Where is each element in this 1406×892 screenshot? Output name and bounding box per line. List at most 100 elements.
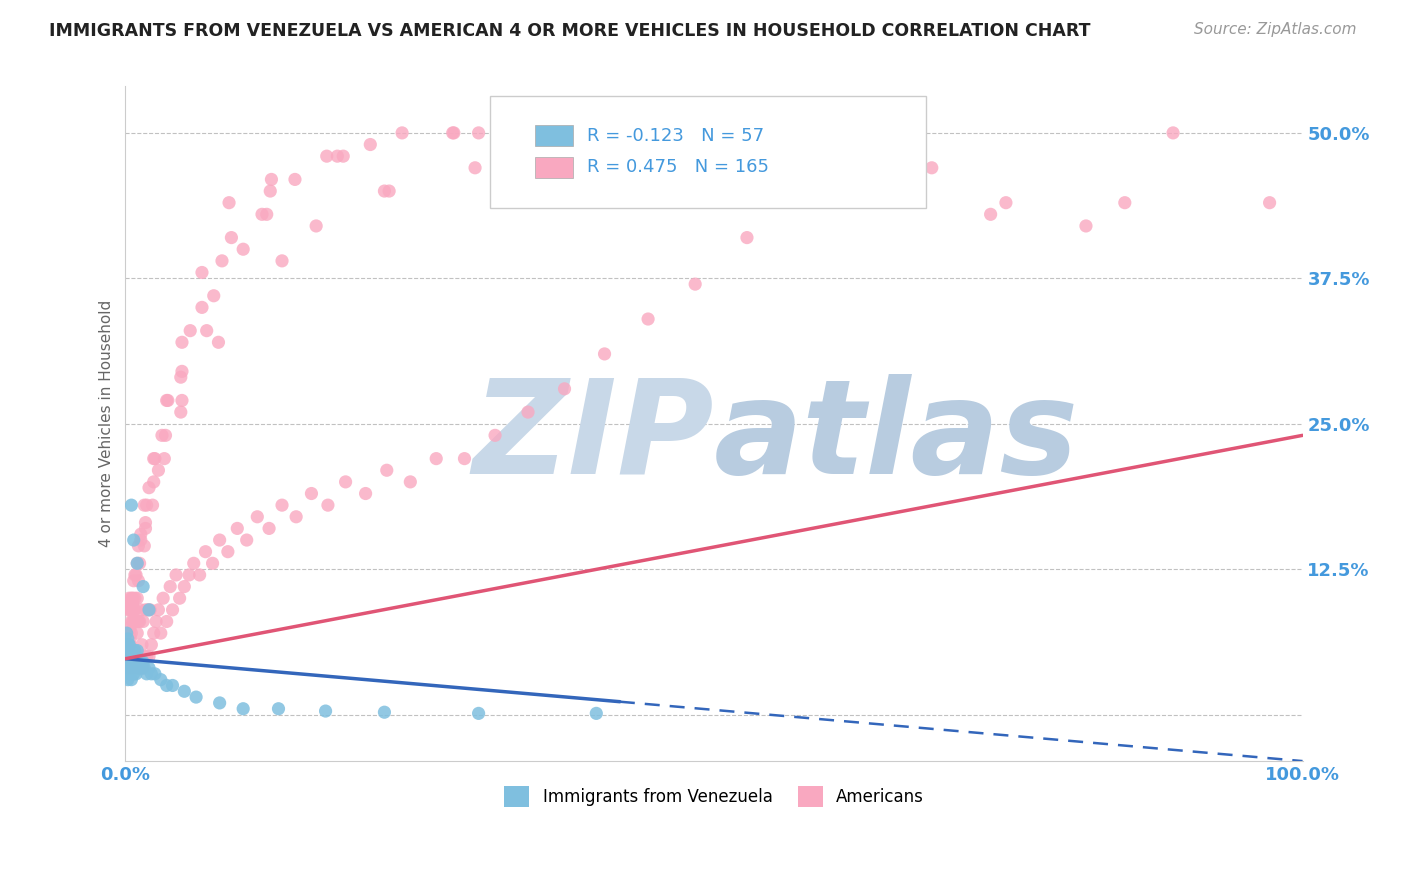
Point [246,509,269,524]
Point [120,661,142,675]
Point [191,265,214,279]
Point [624,149,647,163]
Text: ZIP: ZIP [472,374,714,500]
Point [128,661,150,675]
Point [335,475,357,489]
Point [128,557,150,571]
Point [143,451,166,466]
Point [441,126,464,140]
Point [301,486,323,500]
Point [195,324,218,338]
Point [1258,195,1281,210]
Point [221,230,243,244]
FancyBboxPatch shape [536,156,572,178]
Point [145,615,167,629]
Point [585,706,607,721]
Point [127,615,149,629]
Point [259,184,281,198]
Point [141,498,163,512]
Point [232,702,254,716]
Point [125,649,148,664]
Point [121,591,143,606]
Point [359,137,381,152]
Point [271,498,294,512]
Point [122,615,145,629]
Point [271,253,294,268]
Point [138,481,160,495]
Point [129,603,152,617]
Point [117,603,139,617]
Point [191,301,214,315]
Point [127,655,149,669]
Point [683,277,706,292]
Point [132,661,155,675]
Point [373,184,395,198]
Point [305,219,328,233]
Point [115,661,138,675]
Point [839,172,862,186]
Point [218,195,240,210]
Point [156,615,179,629]
Point [134,649,156,664]
Point [517,405,540,419]
Point [315,149,337,163]
Point [138,649,160,664]
Point [495,137,517,152]
Point [148,463,170,477]
Point [170,393,193,408]
Point [853,137,876,152]
Point [117,649,139,664]
Point [143,666,166,681]
Point [994,195,1017,210]
Point [120,615,142,629]
FancyBboxPatch shape [536,125,572,146]
Point [128,615,150,629]
Point [260,172,283,186]
Point [142,626,165,640]
Point [120,661,142,675]
Point [124,568,146,582]
Point [194,544,217,558]
Point [134,498,156,512]
Point [315,704,337,718]
Point [118,638,141,652]
Point [593,347,616,361]
Point [285,509,308,524]
Point [118,591,141,606]
Point [211,253,233,268]
Point [121,597,143,611]
Point [921,161,943,175]
Point [134,603,156,617]
Point [156,393,179,408]
Point [170,405,193,419]
Point [125,649,148,664]
Point [1161,126,1184,140]
Point [117,673,139,687]
Point [284,172,307,186]
Point [849,172,872,186]
Point [117,661,139,675]
Point [1074,219,1097,233]
Point [149,673,172,687]
Point [129,527,152,541]
Point [134,516,156,530]
Point [173,684,195,698]
Point [118,626,141,640]
Point [132,580,155,594]
Point [467,126,489,140]
Point [378,184,401,198]
Point [134,661,156,675]
Point [127,557,149,571]
Point [183,557,205,571]
Point [232,242,254,256]
Point [115,626,138,640]
Point [156,678,179,692]
Point [118,626,141,640]
Point [117,649,139,664]
Point [124,603,146,617]
Point [484,428,506,442]
Point [588,137,610,152]
Point [754,172,776,186]
Point [121,615,143,629]
Point [256,207,278,221]
